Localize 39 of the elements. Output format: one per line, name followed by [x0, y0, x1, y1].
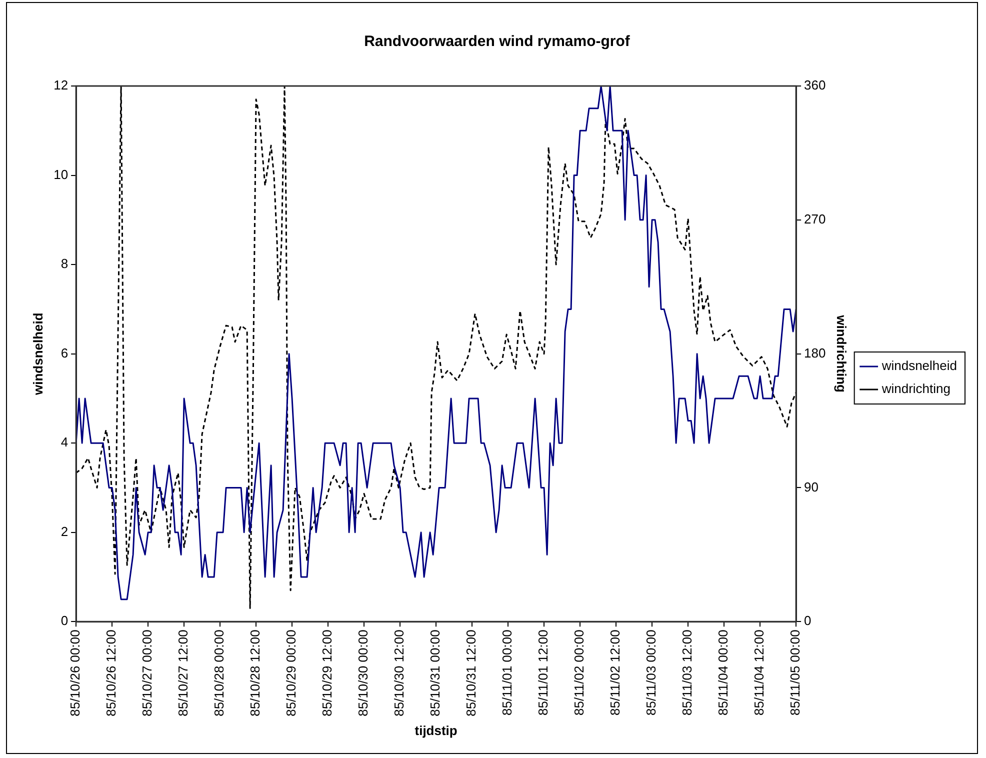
x-tick-label: 85/10/29 00:00 [284, 630, 299, 716]
y2-tick-label: 90 [804, 479, 819, 494]
y-tick-label: 2 [60, 524, 68, 539]
y-tick-label: 8 [60, 256, 68, 272]
y-tick-label: 6 [60, 345, 68, 360]
x-tick-label: 85/11/01 00:00 [500, 630, 515, 716]
y-tick-label: 4 [60, 434, 68, 450]
x-tick-label: 85/10/31 12:00 [464, 630, 479, 716]
x-tick-label: 85/10/30 12:00 [392, 630, 407, 716]
x-tick-label: 85/11/02 00:00 [572, 630, 587, 716]
x-tick-label: 85/11/04 00:00 [716, 630, 731, 716]
y2-tick-label: 180 [804, 345, 826, 360]
x-tick-label: 85/10/27 00:00 [140, 630, 155, 716]
x-tick-label: 85/10/29 12:00 [320, 630, 335, 716]
x-tick-label: 85/10/28 00:00 [212, 630, 227, 716]
y-tick-label: 12 [54, 78, 68, 93]
y-tick-label: 0 [60, 613, 68, 628]
y2-tick-label: 270 [804, 211, 826, 226]
x-tick-label: 85/10/27 12:00 [176, 630, 191, 716]
x-tick-label: 85/11/04 12:00 [752, 630, 767, 716]
legend-label: windsnelheid [880, 358, 958, 374]
x-tick-label: 85/10/28 12:00 [248, 630, 263, 716]
x-tick-label: 85/10/31 00:00 [428, 630, 443, 716]
x-tick-label: 85/11/05 00:00 [788, 630, 803, 716]
y2-axis-title: windrichting [834, 314, 849, 393]
y-tick-label: 10 [54, 166, 68, 182]
y2-tick-label: 0 [804, 613, 812, 628]
legend-label: windrichting [880, 381, 950, 396]
x-tick-label: 85/11/03 00:00 [644, 630, 659, 716]
x-tick-label: 85/11/02 12:00 [608, 630, 623, 716]
x-tick-label: 85/10/30 00:00 [356, 630, 371, 716]
x-tick-label: 85/10/26 12:00 [104, 630, 119, 716]
x-axis-title: tijdstip [414, 722, 458, 738]
x-tick-label: 85/11/03 12:00 [680, 630, 695, 716]
x-tick-label: 85/11/01 12:00 [536, 630, 551, 716]
x-tick-label: 85/10/26 00:00 [68, 630, 83, 716]
y-axis-title: windsnelheid [30, 312, 46, 396]
chart-title: Randvoorwaarden wind rymamo-grof [364, 33, 631, 50]
y2-tick-label: 360 [804, 78, 826, 93]
